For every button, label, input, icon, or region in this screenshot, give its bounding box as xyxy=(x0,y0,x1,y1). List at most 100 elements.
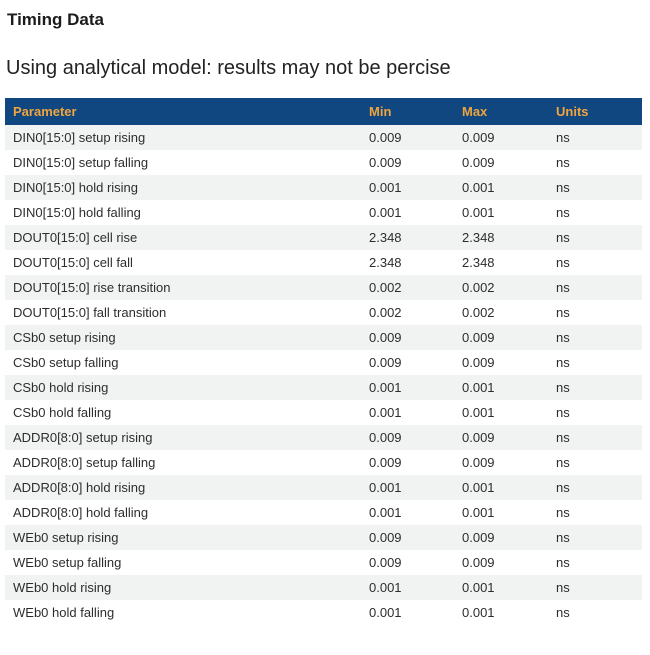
parameter-cell: DIN0[15:0] setup rising xyxy=(13,130,146,145)
units-cell: ns xyxy=(556,405,570,420)
parameter-cell: CSb0 setup falling xyxy=(13,355,119,370)
parameter-cell: WEb0 setup falling xyxy=(13,555,122,570)
parameter-cell: WEb0 hold falling xyxy=(13,605,115,620)
parameter-cell: CSb0 setup rising xyxy=(13,330,116,345)
units-cell: ns xyxy=(556,605,570,620)
column-header-min: Min xyxy=(361,98,454,125)
units-cell: ns xyxy=(556,380,570,395)
units-cell: ns xyxy=(556,530,570,545)
max-cell: 0.002 xyxy=(462,280,495,295)
min-cell: 2.348 xyxy=(369,255,402,270)
table-row: CSb0 setup rising 0.009 0.009 ns xyxy=(5,325,642,350)
parameter-cell: DIN0[15:0] setup falling xyxy=(13,155,149,170)
parameter-cell: ADDR0[8:0] hold falling xyxy=(13,505,149,520)
max-cell: 0.009 xyxy=(462,555,495,570)
table-header-row: Parameter Min Max Units xyxy=(5,98,642,125)
min-cell: 0.001 xyxy=(369,505,402,520)
parameter-cell: DOUT0[15:0] rise transition xyxy=(13,280,171,295)
min-cell: 0.009 xyxy=(369,330,402,345)
table-row: CSb0 hold rising 0.001 0.001 ns xyxy=(5,375,642,400)
table-row: WEb0 setup rising 0.009 0.009 ns xyxy=(5,525,642,550)
max-cell: 0.001 xyxy=(462,605,495,620)
max-cell: 0.009 xyxy=(462,455,495,470)
min-cell: 0.009 xyxy=(369,355,402,370)
column-header-parameter: Parameter xyxy=(5,98,361,125)
min-cell: 0.009 xyxy=(369,555,402,570)
min-cell: 0.002 xyxy=(369,280,402,295)
parameter-cell: DIN0[15:0] hold falling xyxy=(13,205,141,220)
units-cell: ns xyxy=(556,205,570,220)
min-cell: 2.348 xyxy=(369,230,402,245)
table-row: ADDR0[8:0] setup falling 0.009 0.009 ns xyxy=(5,450,642,475)
parameter-cell: WEb0 hold rising xyxy=(13,580,112,595)
table-row: DOUT0[15:0] rise transition 0.002 0.002 ns xyxy=(5,275,642,300)
min-cell: 0.001 xyxy=(369,405,402,420)
table-row: CSb0 setup falling 0.009 0.009 ns xyxy=(5,350,642,375)
units-cell: ns xyxy=(556,255,570,270)
parameter-cell: CSb0 hold rising xyxy=(13,380,109,395)
parameter-cell: DIN0[15:0] hold rising xyxy=(13,180,139,195)
min-cell: 0.009 xyxy=(369,430,402,445)
parameter-cell: DOUT0[15:0] fall transition xyxy=(13,305,167,320)
max-cell: 2.348 xyxy=(462,255,495,270)
units-cell: ns xyxy=(556,555,570,570)
table-row: DIN0[15:0] hold rising 0.001 0.001 ns xyxy=(5,175,642,200)
min-cell: 0.009 xyxy=(369,130,402,145)
max-cell: 0.001 xyxy=(462,180,495,195)
min-cell: 0.001 xyxy=(369,580,402,595)
min-cell: 0.009 xyxy=(369,155,402,170)
column-header-units: Units xyxy=(548,98,642,125)
table-row: ADDR0[8:0] hold rising 0.001 0.001 ns xyxy=(5,475,642,500)
units-cell: ns xyxy=(556,330,570,345)
max-cell: 0.001 xyxy=(462,380,495,395)
max-cell: 0.009 xyxy=(462,355,495,370)
units-cell: ns xyxy=(556,280,570,295)
table-row: DOUT0[15:0] cell fall 2.348 2.348 ns xyxy=(5,250,642,275)
max-cell: 0.009 xyxy=(462,330,495,345)
parameter-cell: CSb0 hold falling xyxy=(13,405,112,420)
min-cell: 0.009 xyxy=(369,530,402,545)
page-title: Timing Data xyxy=(7,10,104,29)
max-cell: 0.009 xyxy=(462,155,495,170)
max-cell: 2.348 xyxy=(462,230,495,245)
min-cell: 0.001 xyxy=(369,605,402,620)
units-cell: ns xyxy=(556,355,570,370)
max-cell: 0.009 xyxy=(462,530,495,545)
table-row: WEb0 setup falling 0.009 0.009 ns xyxy=(5,550,642,575)
units-cell: ns xyxy=(556,230,570,245)
table-row: ADDR0[8:0] hold falling 0.001 0.001 ns xyxy=(5,500,642,525)
table-row: WEb0 hold falling 0.001 0.001 ns xyxy=(5,600,642,625)
min-cell: 0.001 xyxy=(369,205,402,220)
parameter-cell: DOUT0[15:0] cell fall xyxy=(13,255,133,270)
table-row: DIN0[15:0] hold falling 0.001 0.001 ns xyxy=(5,200,642,225)
units-cell: ns xyxy=(556,130,570,145)
min-cell: 0.001 xyxy=(369,480,402,495)
units-cell: ns xyxy=(556,505,570,520)
table-row: CSb0 hold falling 0.001 0.001 ns xyxy=(5,400,642,425)
max-cell: 0.009 xyxy=(462,130,495,145)
units-cell: ns xyxy=(556,180,570,195)
max-cell: 0.001 xyxy=(462,580,495,595)
parameter-cell: ADDR0[8:0] hold rising xyxy=(13,480,146,495)
units-cell: ns xyxy=(556,430,570,445)
timing-data-table: Parameter Min Max Units DIN0[15:0] setup… xyxy=(5,98,642,625)
column-header-max: Max xyxy=(454,98,548,125)
max-cell: 0.009 xyxy=(462,430,495,445)
units-cell: ns xyxy=(556,580,570,595)
units-cell: ns xyxy=(556,305,570,320)
min-cell: 0.002 xyxy=(369,305,402,320)
table-body: DIN0[15:0] setup rising 0.009 0.009 ns DIN0[… xyxy=(5,125,642,625)
units-cell: ns xyxy=(556,480,570,495)
table-row: DOUT0[15:0] fall transition 0.002 0.002 ns xyxy=(5,300,642,325)
timing-report-page: Timing Data Using analytical model: resu… xyxy=(5,9,642,625)
parameter-cell: DOUT0[15:0] cell rise xyxy=(13,230,138,245)
min-cell: 0.009 xyxy=(369,455,402,470)
max-cell: 0.001 xyxy=(462,480,495,495)
max-cell: 0.001 xyxy=(462,205,495,220)
units-cell: ns xyxy=(556,155,570,170)
page-subtitle: Using analytical model: results may not … xyxy=(6,57,451,79)
table-row: DIN0[15:0] setup rising 0.009 0.009 ns xyxy=(5,125,642,150)
table-row: DIN0[15:0] setup falling 0.009 0.009 ns xyxy=(5,150,642,175)
table-row: DOUT0[15:0] cell rise 2.348 2.348 ns xyxy=(5,225,642,250)
parameter-cell: ADDR0[8:0] setup falling xyxy=(13,455,156,470)
